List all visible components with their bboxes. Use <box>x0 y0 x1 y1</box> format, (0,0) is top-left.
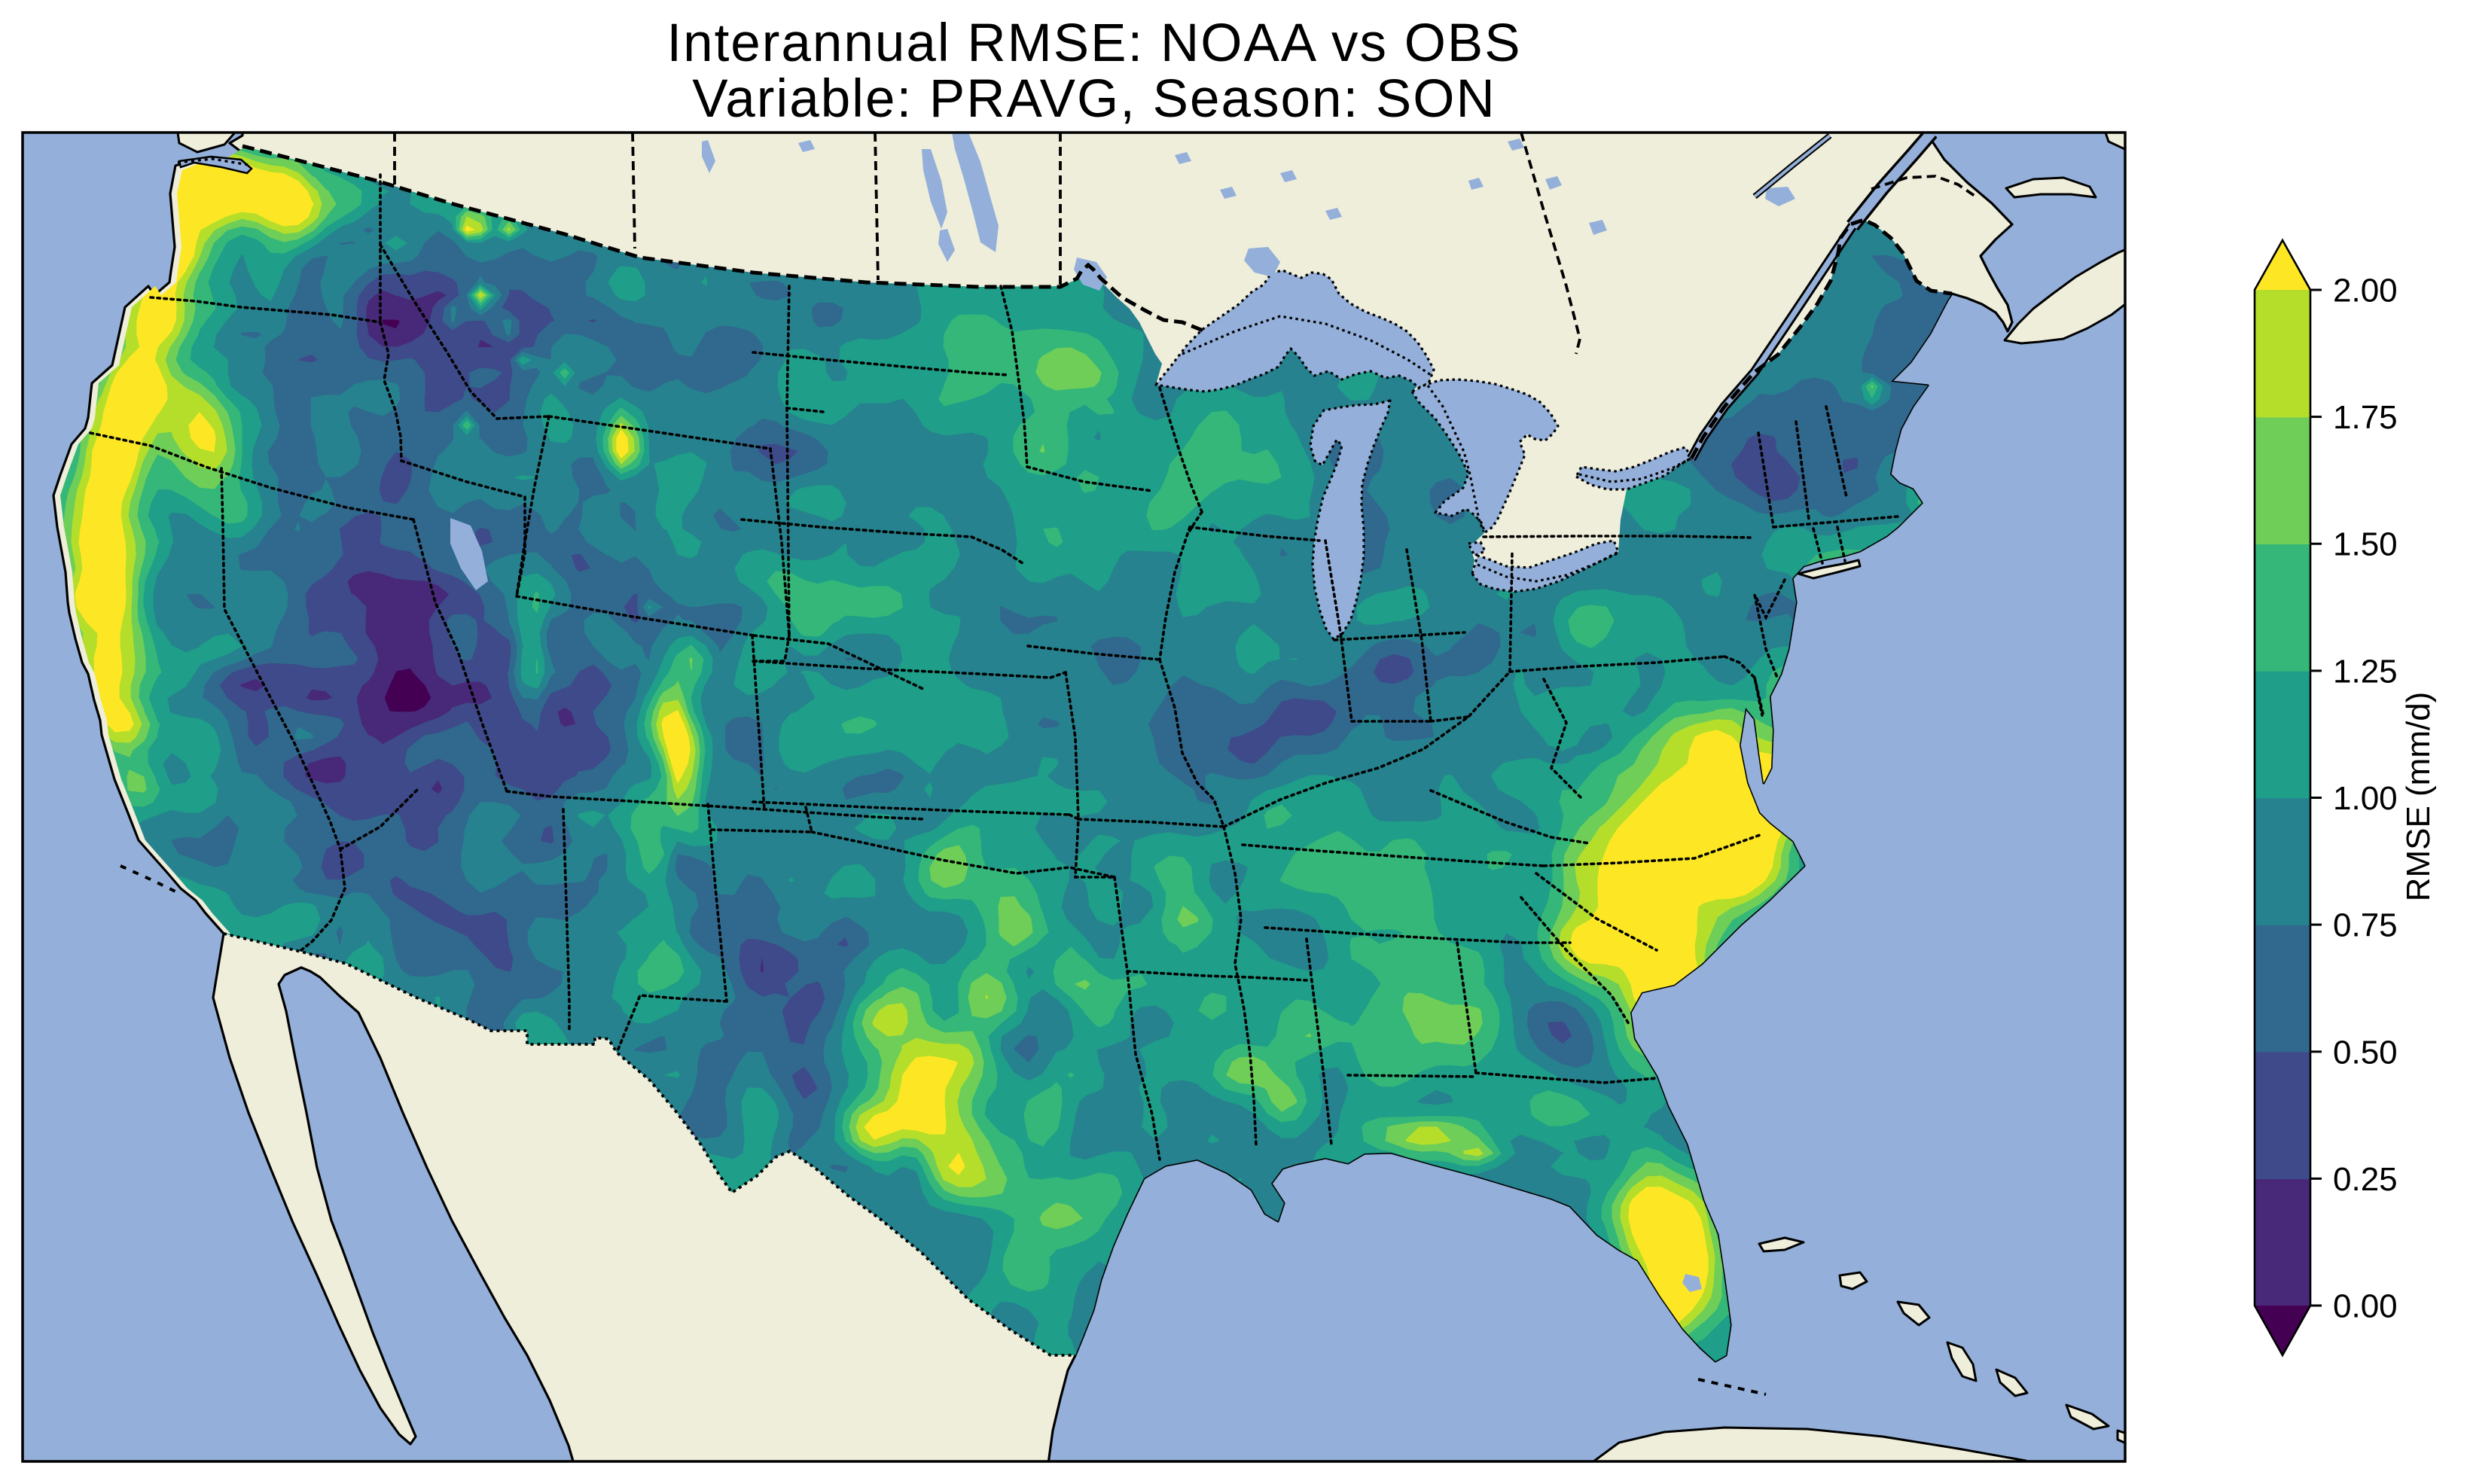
svg-text:Variable: PRAVG, Season: SON: Variable: PRAVG, Season: SON <box>692 69 1496 129</box>
svg-text:Interannual RMSE: NOAA vs OBS: Interannual RMSE: NOAA vs OBS <box>666 14 1521 73</box>
svg-text:2.00: 2.00 <box>2333 273 2398 309</box>
svg-text:0.50: 0.50 <box>2333 1034 2398 1071</box>
svg-text:0.75: 0.75 <box>2333 907 2398 944</box>
svg-text:1.00: 1.00 <box>2333 780 2398 817</box>
svg-text:1.50: 1.50 <box>2333 526 2398 563</box>
svg-text:1.25: 1.25 <box>2333 653 2398 690</box>
svg-text:0.25: 0.25 <box>2333 1161 2398 1198</box>
svg-text:RMSE (mm/d): RMSE (mm/d) <box>2400 692 2437 902</box>
svg-text:1.75: 1.75 <box>2333 399 2398 436</box>
svg-text:0.00: 0.00 <box>2333 1288 2398 1325</box>
